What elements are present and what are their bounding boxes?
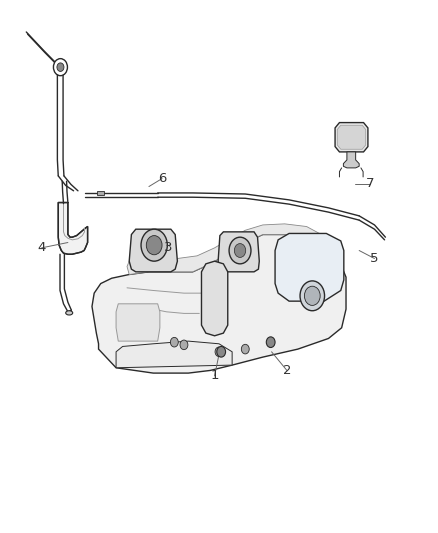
Text: 3: 3 (164, 241, 173, 254)
Circle shape (266, 337, 275, 348)
Polygon shape (337, 125, 366, 149)
Circle shape (229, 237, 251, 264)
Circle shape (215, 347, 223, 357)
Circle shape (304, 286, 320, 305)
Polygon shape (275, 233, 344, 301)
Polygon shape (218, 232, 259, 272)
Polygon shape (116, 341, 232, 368)
Text: 6: 6 (158, 172, 166, 185)
Circle shape (146, 236, 162, 255)
Polygon shape (343, 152, 359, 168)
Polygon shape (58, 203, 88, 254)
Polygon shape (201, 261, 228, 336)
Polygon shape (129, 229, 177, 272)
Circle shape (241, 344, 249, 354)
Polygon shape (127, 224, 326, 274)
Circle shape (53, 59, 67, 76)
Text: 7: 7 (366, 177, 374, 190)
Ellipse shape (66, 311, 73, 315)
Circle shape (217, 346, 226, 357)
Polygon shape (335, 123, 368, 152)
Circle shape (180, 340, 188, 350)
Polygon shape (97, 191, 104, 195)
Text: 2: 2 (283, 364, 291, 377)
Circle shape (141, 229, 167, 261)
Circle shape (300, 281, 325, 311)
Text: 1: 1 (210, 369, 219, 382)
Polygon shape (92, 235, 346, 373)
Circle shape (234, 244, 246, 257)
Circle shape (57, 63, 64, 71)
Circle shape (170, 337, 178, 347)
Text: 4: 4 (37, 241, 46, 254)
Polygon shape (116, 304, 160, 341)
Text: 5: 5 (370, 252, 379, 265)
